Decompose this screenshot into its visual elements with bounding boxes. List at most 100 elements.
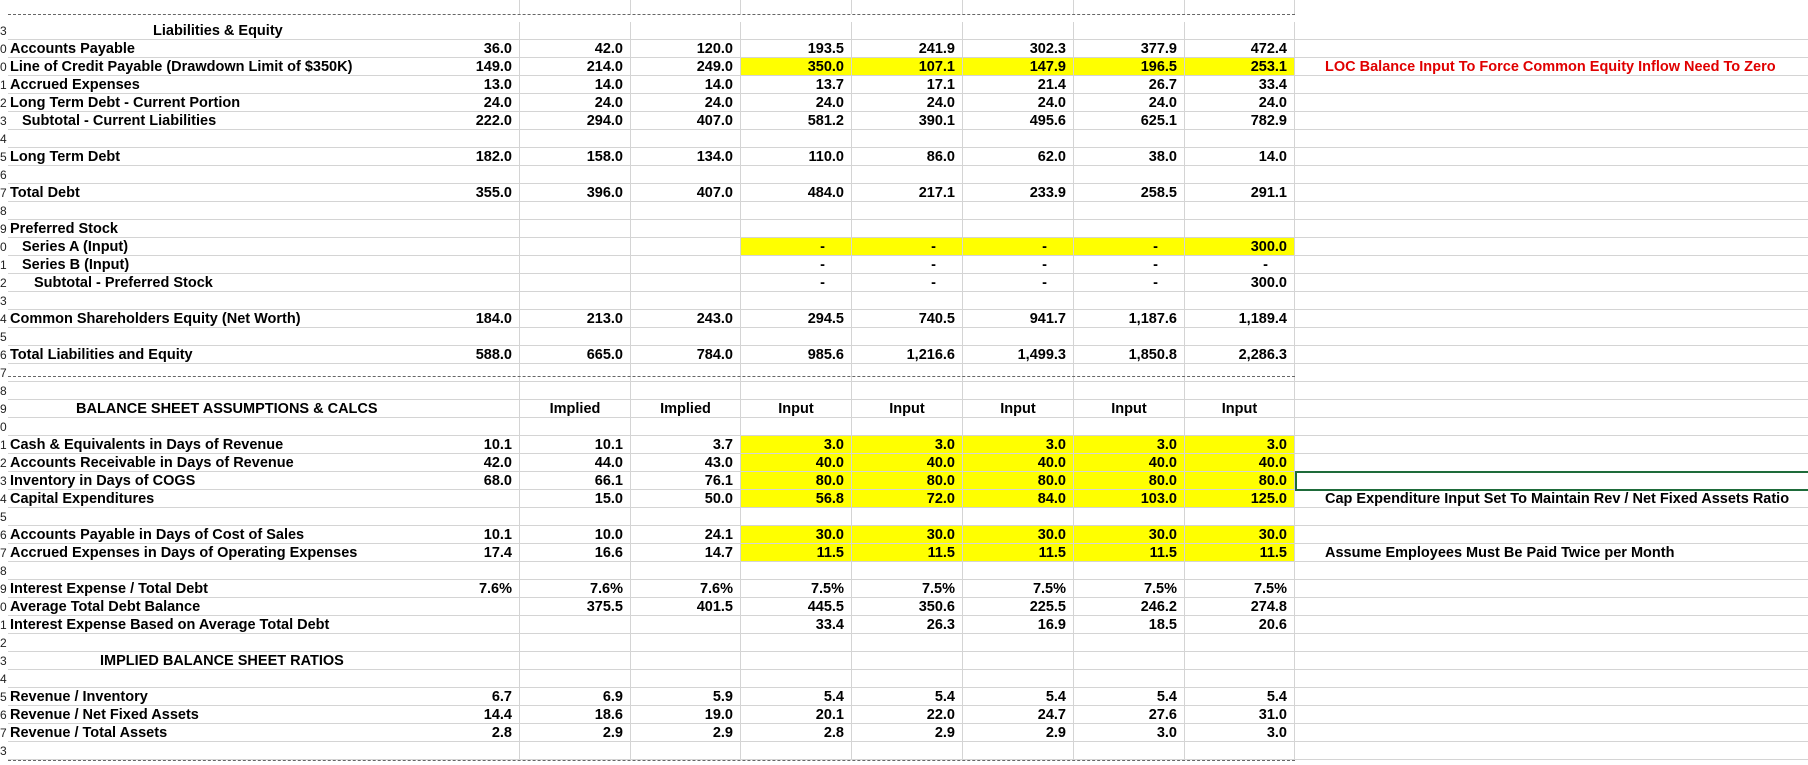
value-cell[interactable] [1074,364,1185,382]
note-cell[interactable] [1295,184,1808,202]
value-cell[interactable]: 7.5% [1074,580,1185,598]
value-cell[interactable]: 5.4 [852,688,963,706]
value-cell[interactable]: - [963,274,1074,292]
value-cell[interactable] [852,202,963,220]
value-cell[interactable] [741,508,852,526]
column-type-label[interactable]: Input [741,400,852,418]
value-cell[interactable]: 302.3 [963,40,1074,58]
value-cell[interactable]: 243.0 [631,310,741,328]
value-cell[interactable]: 495.6 [963,112,1074,130]
value-cell[interactable]: 30.0 [852,526,963,544]
row-label[interactable] [8,634,445,652]
value-cell[interactable]: 11.5 [852,544,963,562]
value-cell[interactable] [520,508,631,526]
note-cell[interactable] [1295,112,1808,130]
value-cell[interactable] [445,400,520,418]
value-cell[interactable]: 24.0 [963,94,1074,112]
value-cell[interactable]: 2.9 [852,724,963,742]
value-cell[interactable] [445,220,520,238]
value-cell[interactable] [1074,418,1185,436]
row-label[interactable]: Total Debt [8,184,445,202]
row-label[interactable]: Liabilities & Equity [8,22,445,40]
value-cell[interactable]: 3.0 [1074,436,1185,454]
value-cell[interactable]: 14.0 [1185,148,1295,166]
value-cell[interactable]: 2,286.3 [1185,346,1295,364]
note-cell[interactable] [1295,238,1808,256]
row-number[interactable]: 1 [0,438,7,452]
value-cell[interactable]: 43.0 [631,454,741,472]
value-cell[interactable]: 375.5 [520,598,631,616]
value-cell[interactable]: 30.0 [963,526,1074,544]
row-number[interactable]: 0 [0,42,7,56]
value-cell[interactable] [1185,220,1295,238]
value-cell[interactable] [445,22,520,40]
row-number[interactable]: 7 [0,546,7,560]
value-cell[interactable] [520,652,631,670]
value-cell[interactable] [852,418,963,436]
value-cell[interactable] [852,562,963,580]
value-cell[interactable]: 40.0 [1074,454,1185,472]
row-number[interactable]: 0 [0,60,7,74]
value-cell[interactable] [520,742,631,760]
row-number[interactable]: 3 [0,114,7,128]
value-cell[interactable] [1185,130,1295,148]
value-cell[interactable]: 24.0 [445,94,520,112]
value-cell[interactable] [741,364,852,382]
value-cell[interactable] [963,634,1074,652]
value-cell[interactable] [445,292,520,310]
note-cell[interactable] [1295,652,1808,670]
value-cell[interactable]: 7.6% [520,580,631,598]
value-cell[interactable]: - [741,256,852,274]
value-cell[interactable] [445,256,520,274]
row-number[interactable]: 6 [0,528,7,542]
value-cell[interactable] [1185,508,1295,526]
value-cell[interactable]: 68.0 [445,472,520,490]
row-label[interactable]: Accounts Receivable in Days of Revenue [8,454,445,472]
value-cell[interactable]: 214.0 [520,58,631,76]
value-cell[interactable]: 80.0 [963,472,1074,490]
value-cell[interactable] [445,364,520,382]
value-cell[interactable] [852,670,963,688]
value-cell[interactable] [963,130,1074,148]
value-cell[interactable]: 80.0 [852,472,963,490]
value-cell[interactable] [445,166,520,184]
value-cell[interactable]: 103.0 [1074,490,1185,508]
row-label[interactable]: Series B (Input) [8,256,445,274]
row-label[interactable]: Long Term Debt [8,148,445,166]
value-cell[interactable] [1185,742,1295,760]
value-cell[interactable]: 18.5 [1074,616,1185,634]
value-cell[interactable]: 196.5 [1074,58,1185,76]
value-cell[interactable]: 5.4 [963,688,1074,706]
value-cell[interactable]: 20.1 [741,706,852,724]
value-cell[interactable] [741,634,852,652]
value-cell[interactable]: 30.0 [741,526,852,544]
value-cell[interactable] [1185,364,1295,382]
value-cell[interactable] [445,238,520,256]
value-cell[interactable] [1074,292,1185,310]
note-cell[interactable] [1295,580,1808,598]
value-cell[interactable]: 10.1 [520,436,631,454]
value-cell[interactable] [1185,670,1295,688]
value-cell[interactable]: 80.0 [741,472,852,490]
value-cell[interactable]: 300.0 [1185,274,1295,292]
row-label[interactable]: Inventory in Days of COGS [8,472,445,490]
value-cell[interactable]: 158.0 [520,148,631,166]
value-cell[interactable]: 33.4 [741,616,852,634]
value-cell[interactable]: 3.0 [1185,436,1295,454]
row-label[interactable]: Total Liabilities and Equity [8,346,445,364]
value-cell[interactable]: 38.0 [1074,148,1185,166]
column-header-cell[interactable] [445,0,520,14]
value-cell[interactable] [852,130,963,148]
value-cell[interactable] [445,616,520,634]
column-type-label[interactable]: Input [963,400,1074,418]
value-cell[interactable]: 253.1 [1185,58,1295,76]
value-cell[interactable]: 350.0 [741,58,852,76]
value-cell[interactable]: 274.8 [1185,598,1295,616]
value-cell[interactable]: 50.0 [631,490,741,508]
value-cell[interactable] [852,508,963,526]
column-type-label[interactable]: Implied [520,400,631,418]
value-cell[interactable] [520,256,631,274]
note-cell[interactable] [1295,724,1808,742]
value-cell[interactable]: 7.5% [963,580,1074,598]
note-cell[interactable]: Assume Employees Must Be Paid Twice per … [1295,544,1808,562]
